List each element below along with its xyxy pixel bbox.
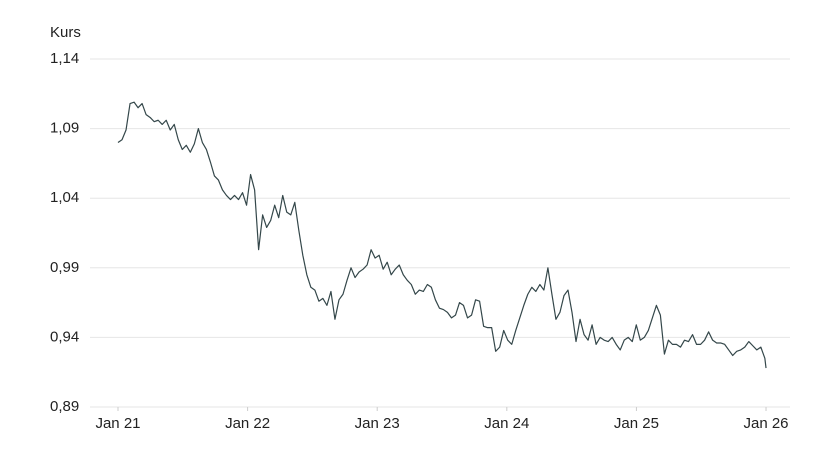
x-tick-label: Jan 21 xyxy=(95,415,140,432)
x-tick-label: Jan 25 xyxy=(614,415,659,432)
x-tick-label: Jan 24 xyxy=(484,415,529,432)
y-tick-label: 1,14 xyxy=(50,50,79,67)
y-tick-label: 0,89 xyxy=(50,398,79,415)
y-tick-label: 0,94 xyxy=(50,328,79,345)
x-tick-label: Jan 26 xyxy=(743,415,788,432)
y-tick-label: 1,04 xyxy=(50,189,79,206)
y-axis-title: Kurs xyxy=(50,24,81,41)
x-tick-label: Jan 22 xyxy=(225,415,270,432)
series-line xyxy=(117,101,767,369)
x-tick-label: Jan 23 xyxy=(355,415,400,432)
y-tick-label: 1,09 xyxy=(50,120,79,137)
y-tick-label: 0,99 xyxy=(50,259,79,276)
